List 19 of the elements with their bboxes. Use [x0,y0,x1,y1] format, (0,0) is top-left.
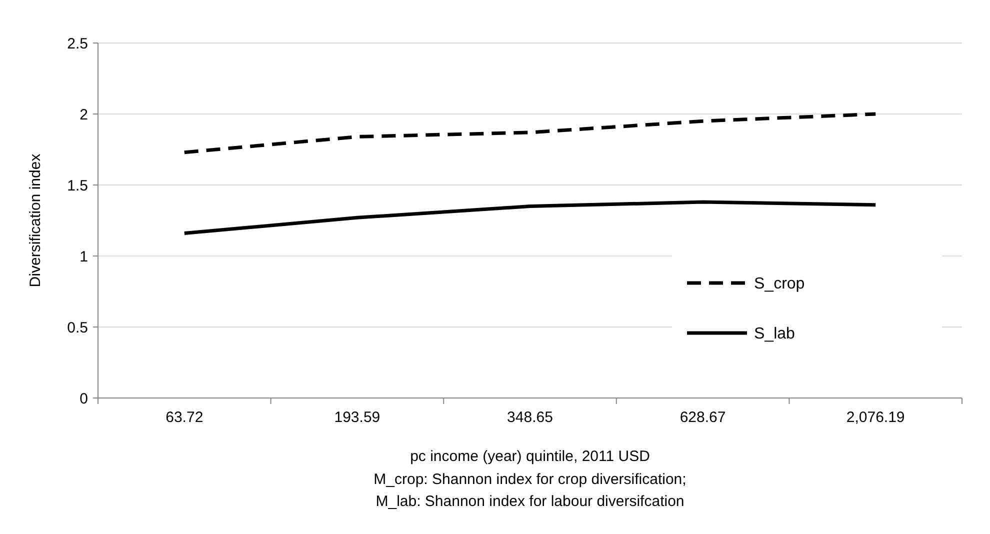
y-tick-label: 1 [80,248,88,266]
legend-label: S_lab [754,326,796,343]
y-tick-label: 0 [80,390,88,408]
y-tick-label: 1.5 [67,177,88,194]
text: M_crop: Shannon index for crop diversification; [374,471,686,488]
y-axis-title: Diversification index [27,153,44,288]
y-tick-label: 2 [80,106,88,124]
legend-label: S_crop [754,276,805,293]
x-axis-title: pc income (year) quintile, 2011 USD [410,448,650,465]
x-tick-label: 2,076.19 [846,409,905,426]
text: M_lab: Shannon index for labour diversifcation [376,493,684,510]
line-series [182,200,878,236]
y-tick-label: 2.5 [67,35,88,52]
x-tick-label: 628.67 [680,409,726,426]
y-tick-label: 0.5 [67,319,88,336]
x-tick-label: 63.72 [166,409,204,426]
x-tick-label: 193.59 [334,409,380,426]
x-tick-label: 348.65 [507,409,553,426]
line-series [182,112,878,154]
